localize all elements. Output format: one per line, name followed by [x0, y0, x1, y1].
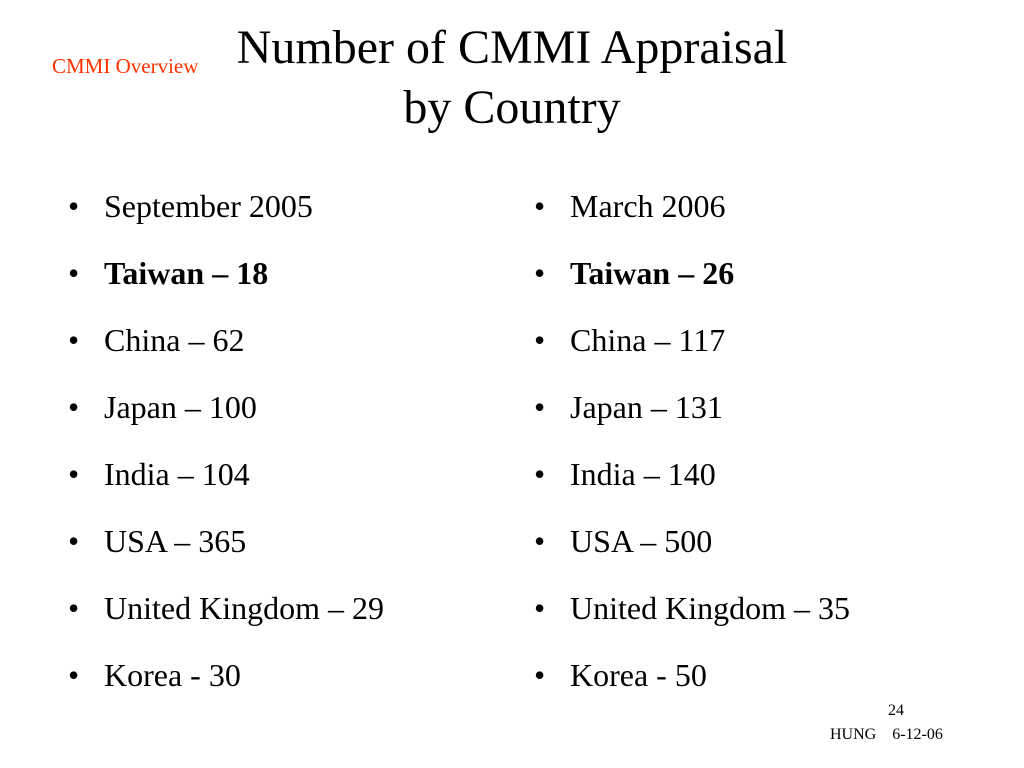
list-item: • United Kingdom – 35 — [534, 585, 850, 652]
footer: HUNG 6-12-06 — [830, 725, 943, 745]
bullet-icon: • — [68, 255, 80, 291]
list-item-text: India – 104 — [104, 456, 250, 492]
list-item-text: Japan – 131 — [570, 389, 723, 425]
bullet-icon: • — [68, 389, 80, 425]
list-item-text: USA – 500 — [570, 523, 713, 559]
list-item-text: Taiwan – 26 — [570, 255, 735, 291]
footer-author: HUNG — [830, 726, 877, 743]
bullet-icon: • — [534, 188, 546, 224]
list-item: • India – 140 — [534, 451, 850, 518]
list-item-text: Korea - 30 — [104, 657, 241, 693]
list-item: • USA – 500 — [534, 518, 850, 585]
list-item-text: United Kingdom – 29 — [104, 590, 384, 626]
list-item: • China – 117 — [534, 317, 850, 384]
bullet-icon: • — [68, 322, 80, 358]
list-item: • March 2006 — [534, 183, 850, 250]
list-item: • Japan – 100 — [68, 384, 384, 451]
title-line-1: Number of CMMI Appraisal — [236, 21, 788, 74]
list-item: • Korea - 30 — [68, 652, 384, 719]
list-item-text: USA – 365 — [104, 523, 247, 559]
list-item: • Japan – 131 — [534, 384, 850, 451]
footer-date: 6-12-06 — [892, 726, 943, 743]
bullet-icon: • — [68, 590, 80, 626]
list-item: • Korea - 50 — [534, 652, 850, 719]
list-item: • Taiwan – 18 — [68, 250, 384, 317]
list-item: • September 2005 — [68, 183, 384, 250]
bullet-icon: • — [534, 255, 546, 291]
list-item-text: Taiwan – 18 — [104, 255, 269, 291]
bullet-icon: • — [68, 657, 80, 693]
bullet-icon: • — [68, 523, 80, 559]
bullet-list-september-2005: • September 2005 • Taiwan – 18 • China – 62… — [68, 183, 384, 719]
bullet-icon: • — [534, 322, 546, 358]
header-label: CMMI Overview — [52, 54, 199, 78]
list-item-text: March 2006 — [570, 188, 726, 224]
list-item: • China – 62 — [68, 317, 384, 384]
bullet-icon: • — [68, 188, 80, 224]
slide-title: Number of CMMI Appraisal by Country — [0, 18, 1024, 138]
page-number: 24 — [888, 702, 904, 719]
list-item: • India – 104 — [68, 451, 384, 518]
list-item: • United Kingdom – 29 — [68, 585, 384, 652]
list-item-text: September 2005 — [104, 188, 313, 224]
bullet-icon: • — [534, 657, 546, 693]
bullet-icon: • — [534, 523, 546, 559]
bullet-icon: • — [68, 456, 80, 492]
bullet-icon: • — [534, 590, 546, 626]
bullet-icon: • — [534, 389, 546, 425]
list-item-text: Korea - 50 — [570, 657, 707, 693]
bullet-list-march-2006: • March 2006 • Taiwan – 26 • China – 117 • J… — [534, 183, 850, 719]
title-line-2: by Country — [403, 81, 621, 134]
bullet-icon: • — [534, 456, 546, 492]
list-item: • Taiwan – 26 — [534, 250, 850, 317]
list-item-text: India – 140 — [570, 456, 716, 492]
list-item-text: China – 62 — [104, 322, 245, 358]
list-item-text: Japan – 100 — [104, 389, 257, 425]
list-item: • USA – 365 — [68, 518, 384, 585]
list-item-text: China – 117 — [570, 322, 726, 358]
list-item-text: United Kingdom – 35 — [570, 590, 850, 626]
